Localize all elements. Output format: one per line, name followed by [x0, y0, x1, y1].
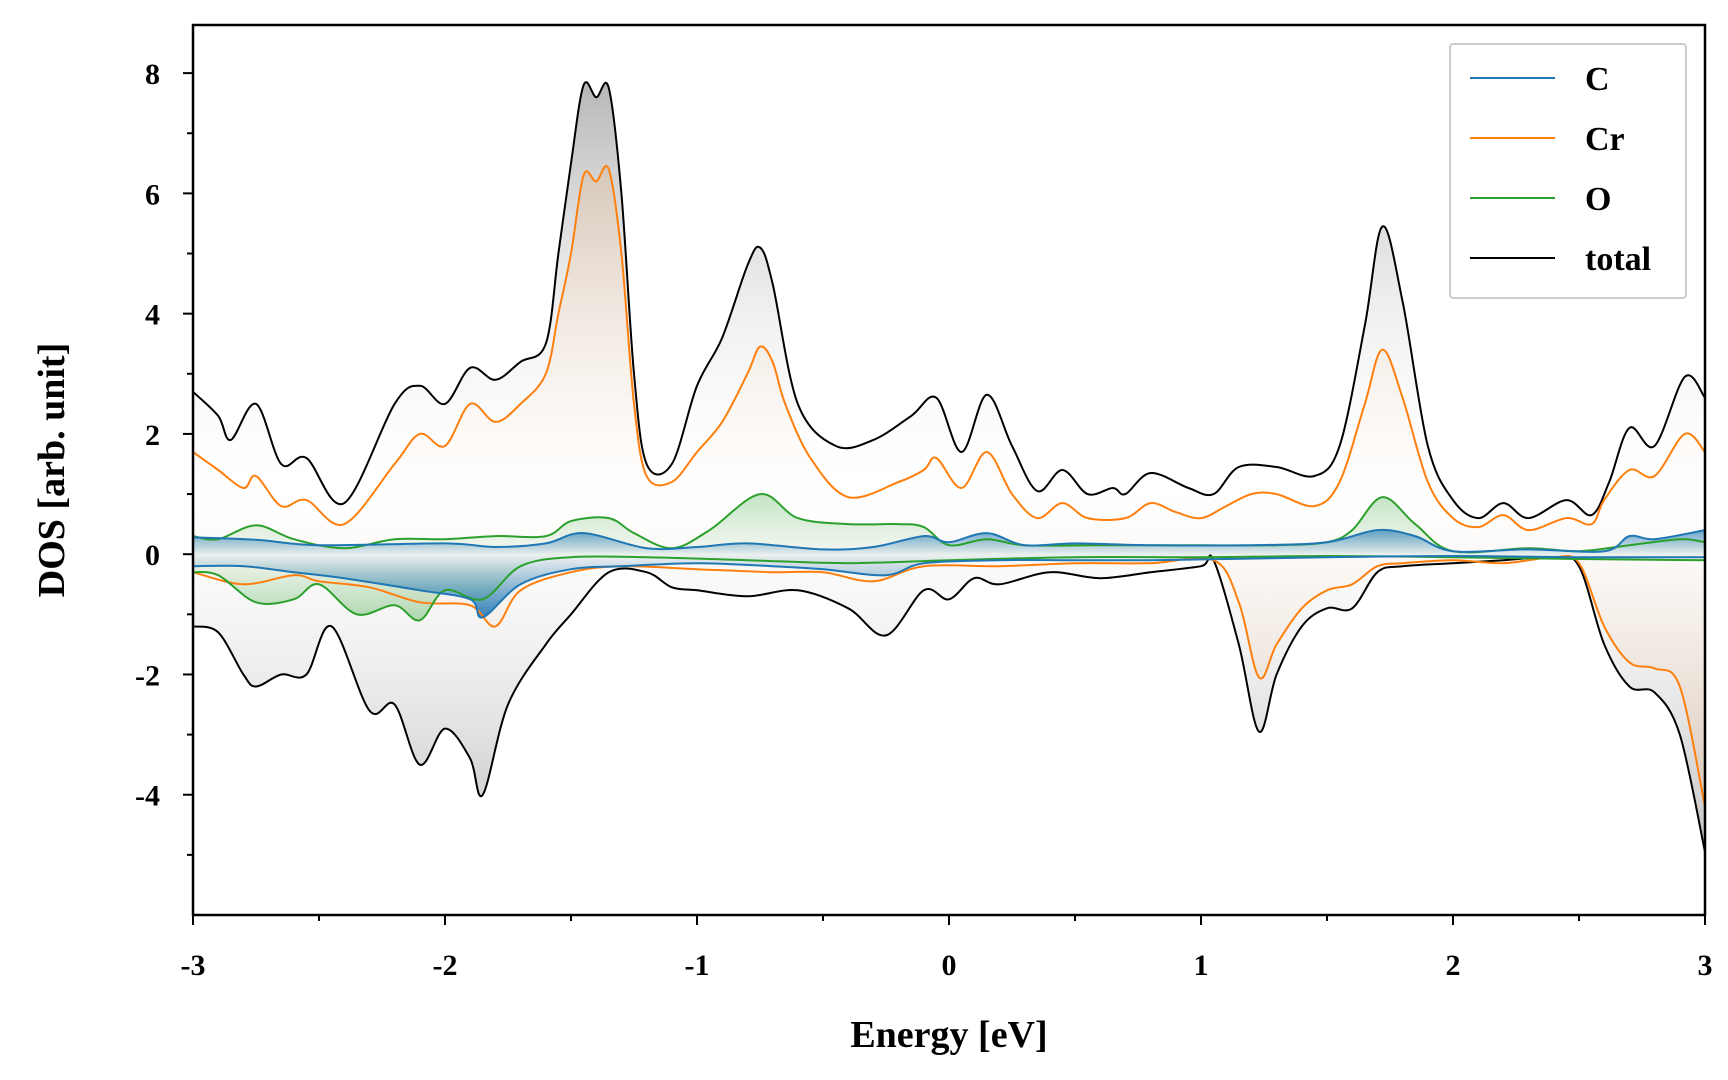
cr-up-line [193, 164, 1705, 532]
y-tick-label: 6 [145, 178, 160, 211]
x-tick-label: 2 [1446, 949, 1461, 982]
y-tick-label: 2 [145, 419, 160, 452]
series-lines [193, 81, 1705, 853]
x-axis-title: Energy [eV] [850, 1014, 1047, 1056]
y-tick-label: 8 [145, 58, 160, 91]
o-down-line [193, 555, 1705, 622]
o-up-line [193, 493, 1705, 554]
y-tick-label: 4 [145, 299, 160, 332]
y-tick-label: -2 [135, 659, 160, 692]
legend-box [1449, 43, 1687, 299]
x-axis: -3 -2 -1 0 1 2 3 [181, 915, 1713, 982]
y-tick-label: -4 [135, 780, 160, 813]
x-tick-label: 3 [1698, 949, 1713, 982]
y-axis-title: DOS [arb. unit] [31, 343, 73, 597]
legend-label-total: total [1585, 241, 1651, 278]
y-axis: -4 -2 0 2 4 6 8 [135, 58, 193, 856]
c-up-line [193, 528, 1705, 553]
x-tick-label: -3 [181, 949, 206, 982]
c-down-line [193, 555, 1705, 619]
legend-label-o: O [1585, 181, 1611, 218]
x-tick-label: 1 [1194, 949, 1209, 982]
x-tick-label: -1 [685, 949, 710, 982]
x-tick-label: -2 [433, 949, 458, 982]
legend-label-c: C [1585, 61, 1610, 98]
legend-label-cr: Cr [1585, 121, 1625, 158]
y-tick-label: 0 [145, 539, 160, 572]
total-down-line [193, 554, 1705, 853]
c-up-fill [193, 529, 1705, 555]
plot-area [193, 81, 1705, 853]
cr-up-fill [193, 165, 1705, 555]
total-up-line [193, 81, 1705, 520]
c-down-fill [193, 554, 1705, 618]
x-tick-label: 0 [942, 949, 957, 982]
